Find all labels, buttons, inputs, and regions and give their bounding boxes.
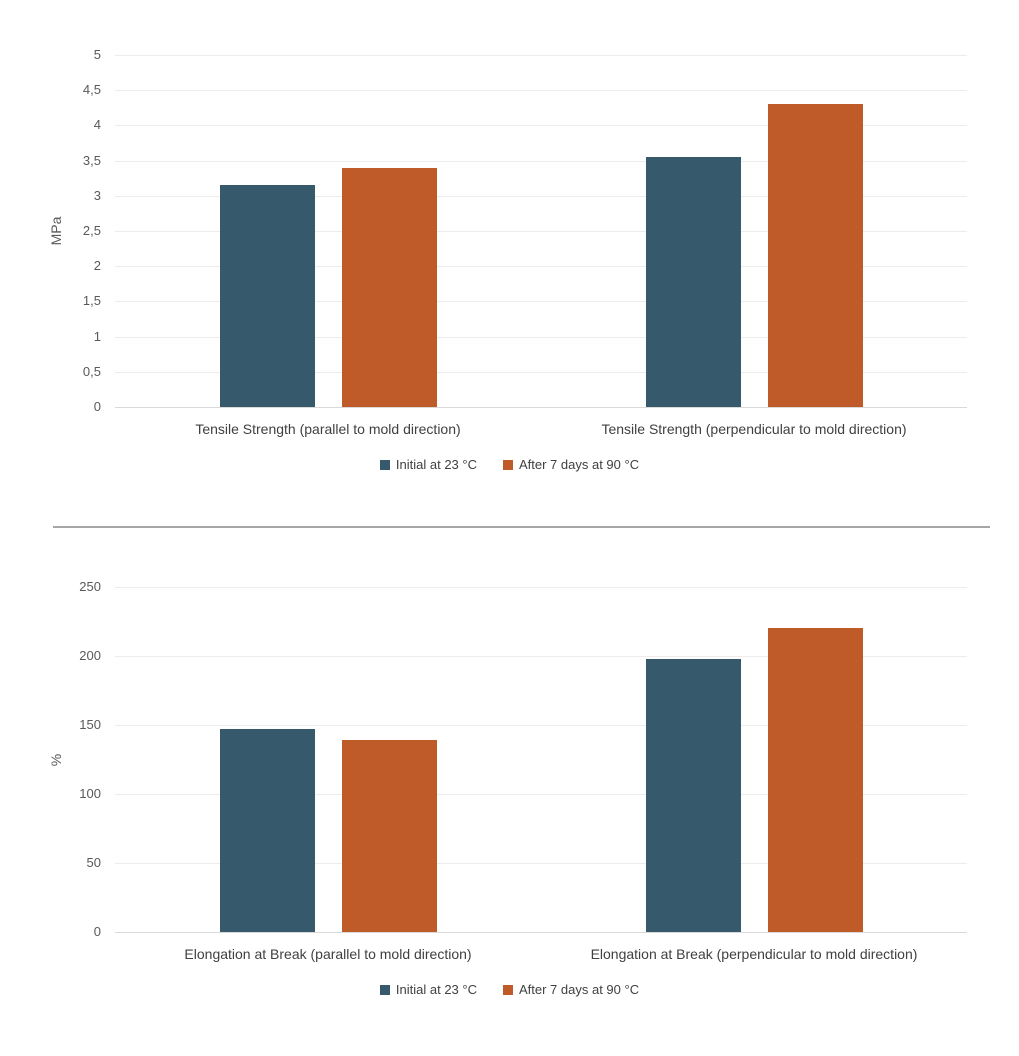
y-tick-label: 100 <box>79 786 101 801</box>
chart-divider <box>53 526 990 528</box>
y-tick-label: 4 <box>93 117 101 133</box>
y-tick-label: 2 <box>93 258 101 274</box>
gridline <box>115 336 967 338</box>
gridline <box>115 407 967 408</box>
gridline <box>115 266 967 268</box>
y-tick-label: 1 <box>93 328 101 344</box>
bar-series1-cat2 <box>645 658 741 932</box>
y-tick-label: 3,5 <box>82 152 101 168</box>
gridline <box>115 90 967 92</box>
tensile-strength-chart: 5 4,5 4 3,5 3 2,5 2 1,5 1 0,5 0 MPa Tensile Strength… <box>0 0 1019 526</box>
y-tick-label: 200 <box>79 648 101 663</box>
legend-swatch-icon <box>502 984 513 995</box>
category-label: Tensile Strength (perpendicular to mold … <box>601 421 907 437</box>
y-tick-label: 0,5 <box>82 363 101 379</box>
elongation-at-break-chart: 250 200 150 100 50 0% Elongation at Break (par… <box>0 532 1019 1056</box>
category-label: Tensile Strength (parallel to mold direc… <box>195 421 461 437</box>
gridline <box>115 932 967 933</box>
gridline <box>115 863 967 864</box>
bar-series2-cat1 <box>341 740 437 932</box>
legend-label: After 7 days at 90 °C <box>518 982 640 997</box>
gridline <box>115 371 967 373</box>
legend-label: After 7 days at 90 °C <box>518 457 640 472</box>
bar-series2-cat1 <box>341 167 437 407</box>
gridline <box>115 656 967 657</box>
bar-series2-cat2 <box>767 628 863 932</box>
legend-swatch-icon <box>502 459 513 470</box>
y-tick-label: 50 <box>86 855 101 870</box>
y-tick-label: 1,5 <box>82 293 101 309</box>
legend: Initial at 23 °C After 7 days at 90 °C <box>0 457 1019 472</box>
gridline <box>115 587 967 588</box>
y-tick-label: 0 <box>93 924 101 939</box>
legend-item: After 7 days at 90 °C <box>502 982 640 997</box>
category-label: Elongation at Break (parallel to mold di… <box>184 946 472 962</box>
gridline <box>115 231 967 232</box>
legend-label: Initial at 23 °C <box>395 457 477 472</box>
legend-item: Initial at 23 °C <box>379 982 477 997</box>
y-tick-label: 250 <box>79 579 101 594</box>
gridline <box>115 301 967 303</box>
y-tick-label: 4,5 <box>82 82 101 98</box>
bar-series1-cat1 <box>219 729 315 932</box>
gridline <box>115 725 967 726</box>
legend-swatch-icon <box>379 459 390 470</box>
y-tick-label: 150 <box>79 717 101 732</box>
legend-label: Initial at 23 °C <box>395 982 477 997</box>
y-tick-label: 2,5 <box>82 223 101 238</box>
y-tick-label: 5 <box>93 47 101 62</box>
y-tick-label: 0 <box>93 399 101 414</box>
bar-series1-cat1 <box>219 185 315 407</box>
gridline <box>115 794 967 795</box>
category-label: Elongation at Break (perpendicular to mo… <box>590 946 918 962</box>
legend-swatch-icon <box>379 984 390 995</box>
y-tick-label: 3 <box>93 187 101 203</box>
bar-series1-cat2 <box>645 157 741 407</box>
gridline <box>115 55 967 56</box>
legend: Initial at 23 °C After 7 days at 90 °C <box>0 982 1019 997</box>
y-axis-title: % <box>48 753 64 766</box>
gridline <box>115 160 967 162</box>
legend-item: Initial at 23 °C <box>379 457 477 472</box>
gridline <box>115 195 967 197</box>
bar-series2-cat2 <box>767 104 863 407</box>
gridline <box>115 125 967 127</box>
legend-item: After 7 days at 90 °C <box>502 457 640 472</box>
y-axis-title: MPa <box>48 216 64 246</box>
